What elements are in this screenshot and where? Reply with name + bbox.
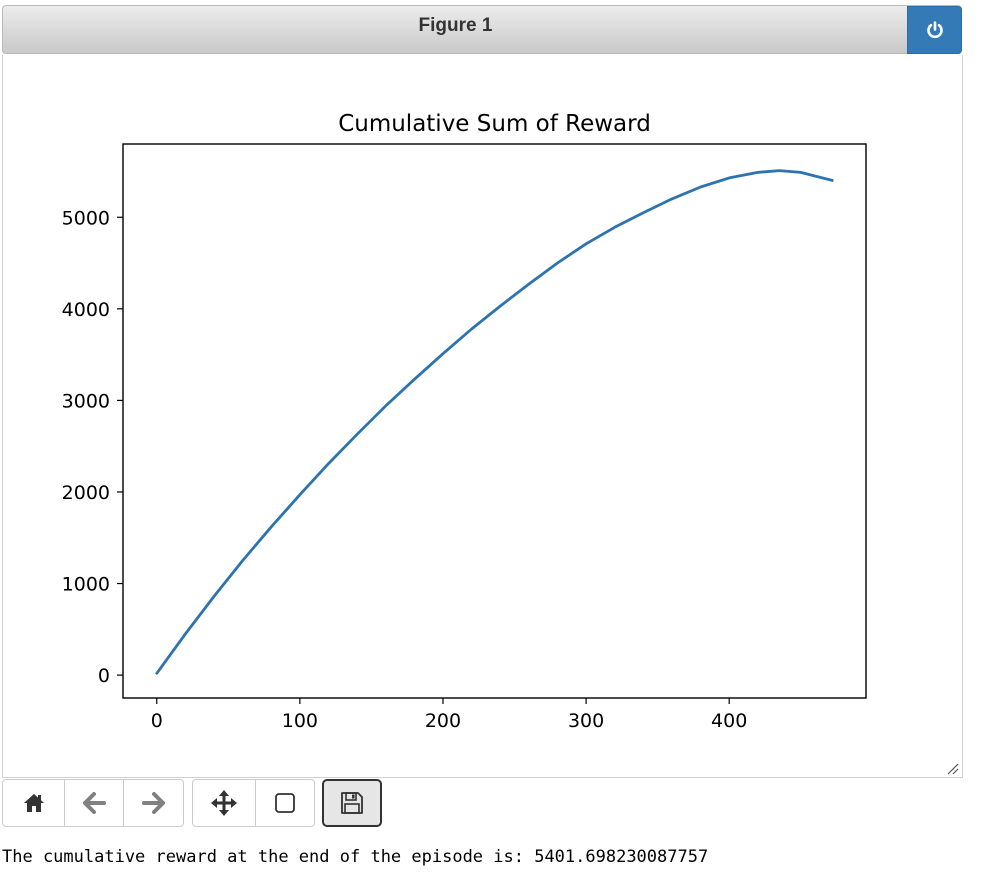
figure-canvas-frame [2, 55, 963, 778]
zoom-button[interactable] [255, 780, 314, 826]
floppy-disk-icon [341, 792, 363, 814]
save-button[interactable] [322, 779, 382, 827]
y-tick-label: 2000 [62, 482, 110, 504]
arrow-left-icon [83, 792, 106, 814]
home-button[interactable] [3, 780, 64, 826]
square-icon [275, 793, 295, 813]
x-tick-label: 200 [425, 710, 461, 732]
y-tick-label: 5000 [62, 207, 110, 229]
home-icon [23, 794, 44, 812]
move-icon [211, 790, 237, 816]
y-tick-label: 4000 [62, 299, 110, 321]
x-tick-label: 300 [568, 710, 604, 732]
back-button[interactable] [64, 780, 123, 826]
power-icon [927, 21, 943, 39]
y-tick-label: 0 [98, 665, 110, 687]
y-tick-label: 1000 [62, 574, 110, 596]
figure-titlebar: Figure 1 [2, 5, 962, 54]
plot-frame [122, 143, 867, 699]
arrow-right-icon [141, 792, 165, 814]
series-line [155, 169, 834, 675]
output-text: The cumulative reward at the end of the … [2, 847, 709, 867]
resize-handle-icon[interactable] [946, 762, 960, 776]
chart-title: Cumulative Sum of Reward [338, 111, 651, 137]
pan-button[interactable] [193, 780, 255, 826]
y-tick-label: 3000 [62, 390, 110, 412]
x-tick-label: 100 [282, 710, 318, 732]
x-tick-label: 400 [711, 710, 747, 732]
navigation-button-group [2, 779, 184, 827]
figure-title: Figure 1 [418, 15, 493, 36]
tool-button-group [192, 779, 315, 827]
forward-button[interactable] [123, 780, 183, 826]
x-tick-label: 0 [151, 710, 163, 732]
close-figure-button[interactable] [907, 6, 962, 54]
